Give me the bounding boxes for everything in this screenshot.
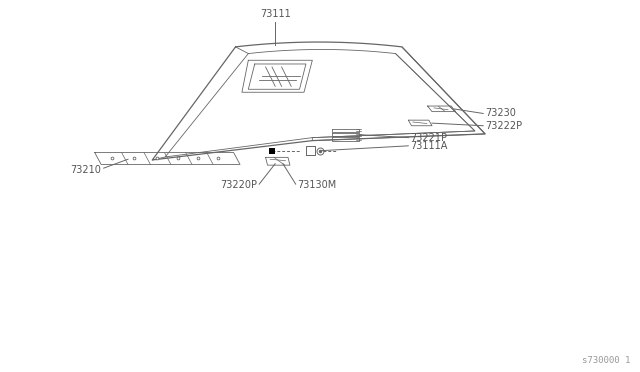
Text: 73230: 73230: [485, 109, 516, 118]
Text: 73220P: 73220P: [220, 180, 257, 190]
Text: 73111: 73111: [260, 9, 291, 19]
Text: 73221P: 73221P: [410, 133, 447, 142]
Text: 73111A: 73111A: [410, 141, 447, 151]
Text: s730000 1: s730000 1: [582, 356, 630, 365]
Text: 73130M: 73130M: [298, 180, 337, 190]
Text: 73210: 73210: [70, 165, 101, 174]
Text: 73222P: 73222P: [485, 121, 522, 131]
